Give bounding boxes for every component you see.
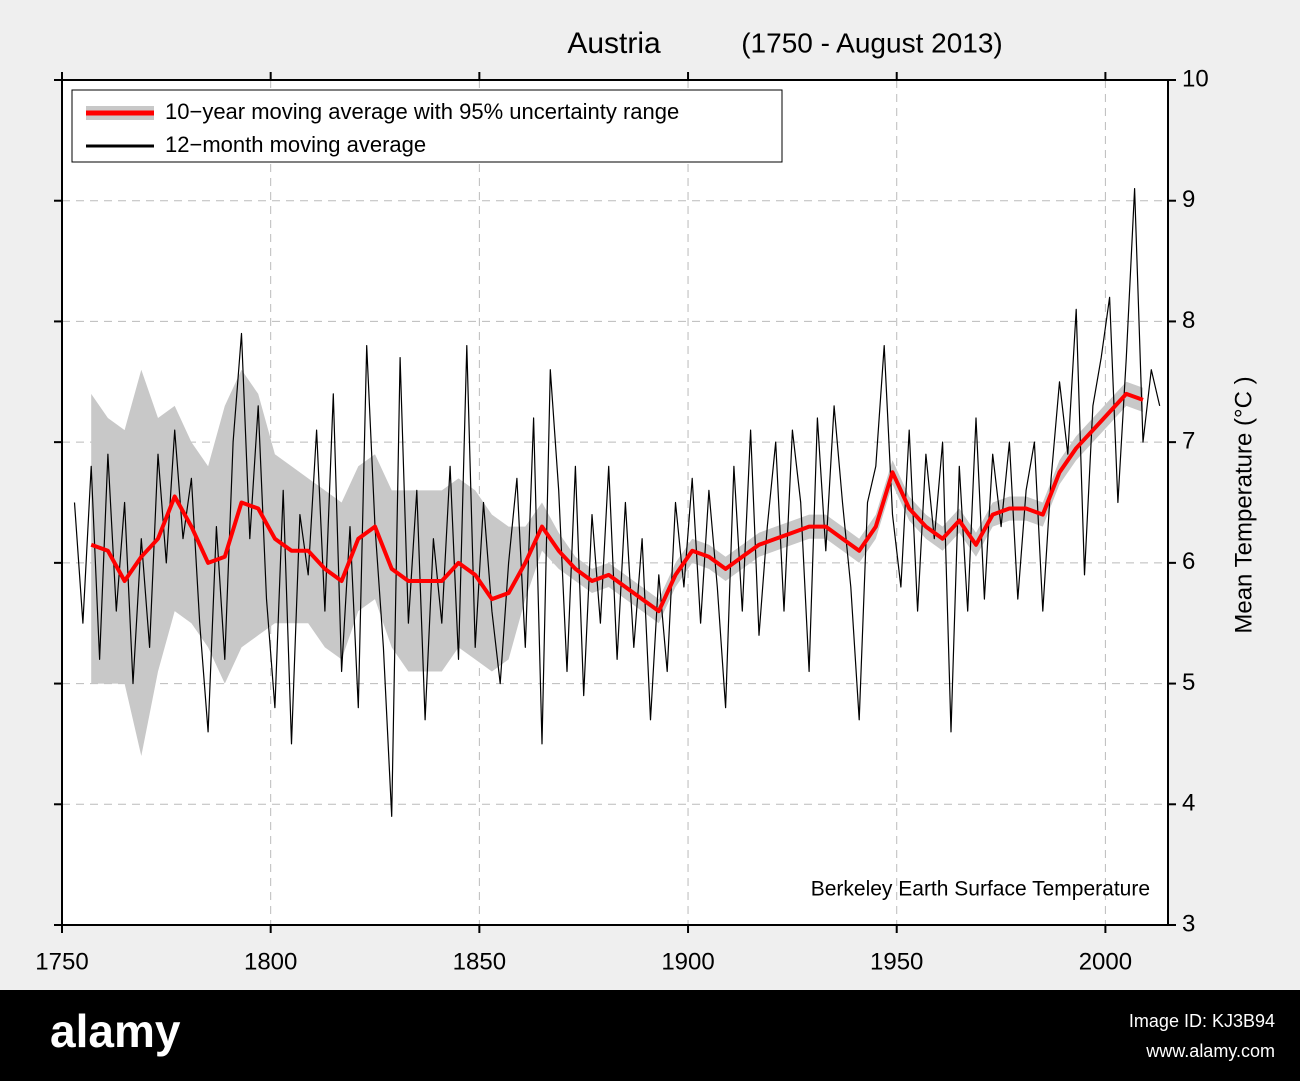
- y-axis-label: Mean Temperature (°C ): [1230, 376, 1257, 633]
- plot: [73, 188, 1161, 817]
- annotation: Berkeley Earth Surface Temperature: [811, 878, 1150, 901]
- chart-subtitle: (1750 - August 2013): [741, 27, 1003, 58]
- x-tick-label: 1800: [244, 948, 297, 975]
- y-tick-label: 10: [1182, 65, 1209, 92]
- x-tick-label: 1900: [661, 948, 714, 975]
- watermark-bar: [0, 990, 1300, 1081]
- plot-frame: [61, 79, 1169, 926]
- watermark-url: www.alamy.com: [1145, 1041, 1275, 1061]
- series-line: [73, 188, 1161, 817]
- x-tick-label: 1850: [453, 948, 506, 975]
- watermark-brand: alamy: [50, 1005, 181, 1057]
- x-tick-label: 1950: [870, 948, 923, 975]
- y-tick-label: 9: [1182, 186, 1195, 213]
- series-line: [90, 391, 1144, 614]
- x-tick-label: 1750: [35, 948, 88, 975]
- legend-label: 12−month moving average: [165, 132, 426, 157]
- y-tick-label: 6: [1182, 548, 1195, 575]
- uncertainty-band: [91, 369, 1144, 756]
- watermark-id: Image ID: KJ3B94: [1129, 1011, 1275, 1031]
- legend-box: [71, 89, 783, 163]
- chart-title: Austria: [567, 27, 661, 60]
- y-tick-label: 8: [1182, 307, 1195, 334]
- legend: 10−year moving average with 95% uncertai…: [71, 89, 783, 163]
- y-tick-label: 7: [1182, 427, 1195, 454]
- y-tick-label: 3: [1182, 910, 1195, 937]
- x-tick-label: 2000: [1079, 948, 1132, 975]
- legend-label: 10−year moving average with 95% uncertai…: [165, 99, 679, 124]
- y-tick-label: 5: [1182, 669, 1195, 696]
- y-tick-label: 4: [1182, 790, 1195, 817]
